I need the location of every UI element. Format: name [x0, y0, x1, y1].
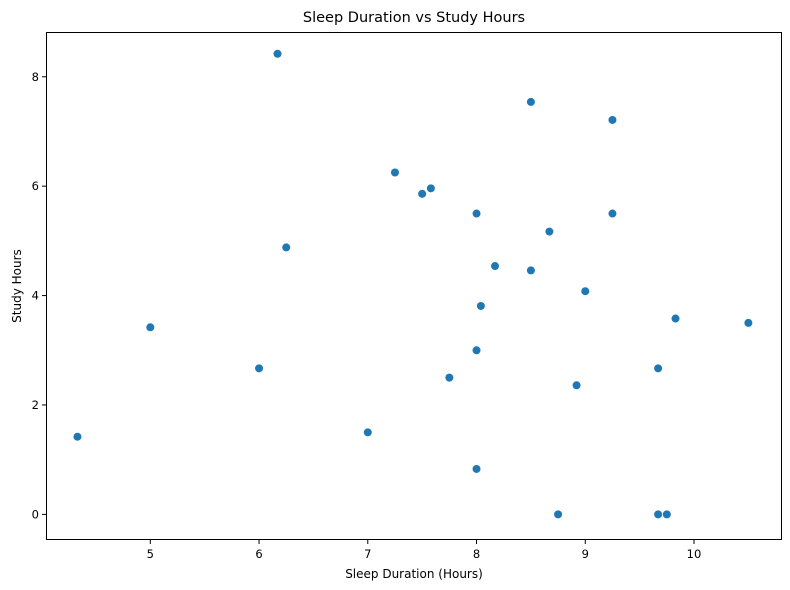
data-point-9 [426, 184, 435, 193]
data-point-16 [526, 97, 535, 106]
data-point-5 [282, 243, 291, 252]
data-point-18 [545, 227, 554, 236]
data-point-6 [363, 428, 372, 437]
x-axis-label: Sleep Duration (Hours) [345, 567, 483, 581]
data-point-10 [445, 373, 454, 382]
plot-frame [46, 32, 782, 540]
x-tick-label: 7 [364, 547, 371, 561]
data-point-12 [472, 346, 481, 355]
data-point-1 [73, 432, 82, 441]
plot-area [73, 49, 753, 519]
data-point-7 [390, 168, 399, 177]
y-tick-label: 4 [32, 289, 39, 303]
data-point-26 [662, 510, 671, 519]
data-point-20 [572, 381, 581, 390]
chart-title: Sleep Duration vs Study Hours [303, 10, 525, 26]
y-tick-label: 6 [32, 179, 39, 193]
x-tick-label: 6 [255, 547, 262, 561]
y-axis-label: Study Hours [10, 249, 24, 323]
data-point-22 [608, 115, 617, 124]
data-point-15 [491, 262, 500, 271]
data-point-19 [554, 510, 563, 519]
data-point-8 [418, 189, 427, 198]
data-point-28 [744, 318, 753, 327]
y-tick-label: 8 [32, 70, 39, 84]
data-point-24 [654, 364, 663, 373]
x-tick-label: 5 [147, 547, 154, 561]
y-tick-label: 2 [32, 398, 39, 412]
data-point-25 [654, 510, 663, 519]
y-axis: 0 2 4 6 8 [32, 70, 47, 521]
data-point-13 [472, 464, 481, 473]
data-point-2 [146, 323, 155, 332]
y-tick-label: 0 [32, 507, 39, 521]
data-point-17 [526, 266, 535, 275]
x-tick-label: 8 [473, 547, 480, 561]
data-point-4 [273, 49, 282, 58]
x-tick-label: 10 [687, 547, 702, 561]
data-point-23 [608, 209, 617, 218]
x-axis: 5 6 7 8 9 10 [147, 539, 702, 561]
data-point-21 [581, 287, 590, 296]
x-tick-label: 9 [582, 547, 589, 561]
data-point-3 [255, 364, 264, 373]
data-point-14 [476, 301, 485, 310]
data-point-27 [671, 314, 680, 323]
data-point-11 [472, 209, 481, 218]
